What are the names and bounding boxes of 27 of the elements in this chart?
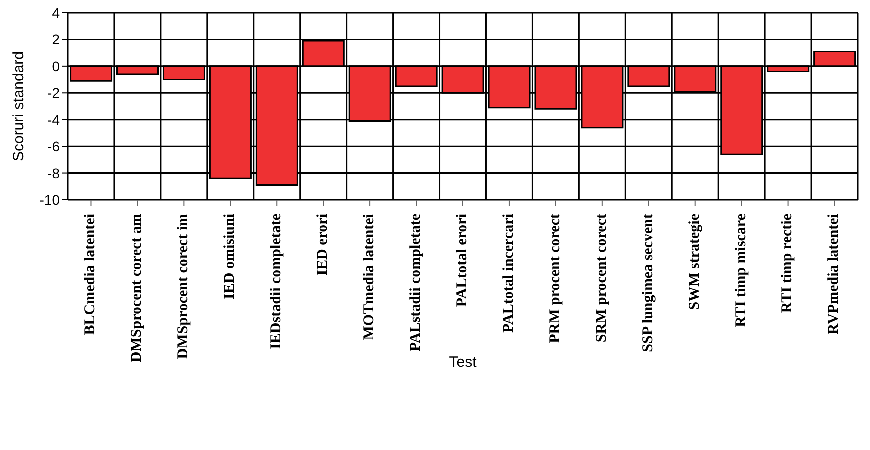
y-tick-label: 4	[52, 4, 60, 21]
x-tick-label: PRM procent corect	[547, 214, 564, 344]
x-tick-label: PALtotal erori	[454, 214, 470, 308]
y-tick-label: -4	[48, 112, 60, 128]
x-tick-label: MOTmedia latentei	[361, 214, 378, 340]
x-tick-label: BLCmedia latentei	[82, 214, 99, 336]
y-tick-label: 2	[52, 32, 60, 48]
x-tick-label: PALtotal incercari	[500, 214, 517, 333]
x-axis-title: Test	[449, 354, 478, 371]
x-tick-label: SWM strategie	[686, 214, 703, 310]
x-tick-label: PALstadii completate	[408, 214, 424, 352]
x-tick-label: IED omisiuni	[222, 214, 238, 300]
x-tick-label: DMSprocent corect am	[129, 214, 146, 363]
x-tick-label: SSP lungimea secvent	[640, 214, 656, 352]
y-tick-label: 0	[52, 58, 60, 74]
x-tick-label: SRM procent corect	[594, 214, 610, 343]
y-axis-title: Scoruri standard	[10, 51, 28, 162]
x-tick-label: RTI timp miscare	[733, 214, 750, 328]
x-tick-label: RVPmedia latentei	[826, 214, 842, 335]
y-tick-label: -10	[40, 192, 60, 208]
y-tick-label: -6	[48, 138, 60, 155]
x-tick-label: RTI timp rectie	[780, 214, 796, 314]
x-tick-label: IEDstadii completate	[268, 214, 285, 350]
x-tick-label: IED erori	[315, 214, 332, 276]
x-tick-label: DMSprocent corect im	[176, 214, 192, 360]
y-tick-label: -8	[48, 165, 60, 182]
y-tick-label: -2	[48, 85, 60, 102]
